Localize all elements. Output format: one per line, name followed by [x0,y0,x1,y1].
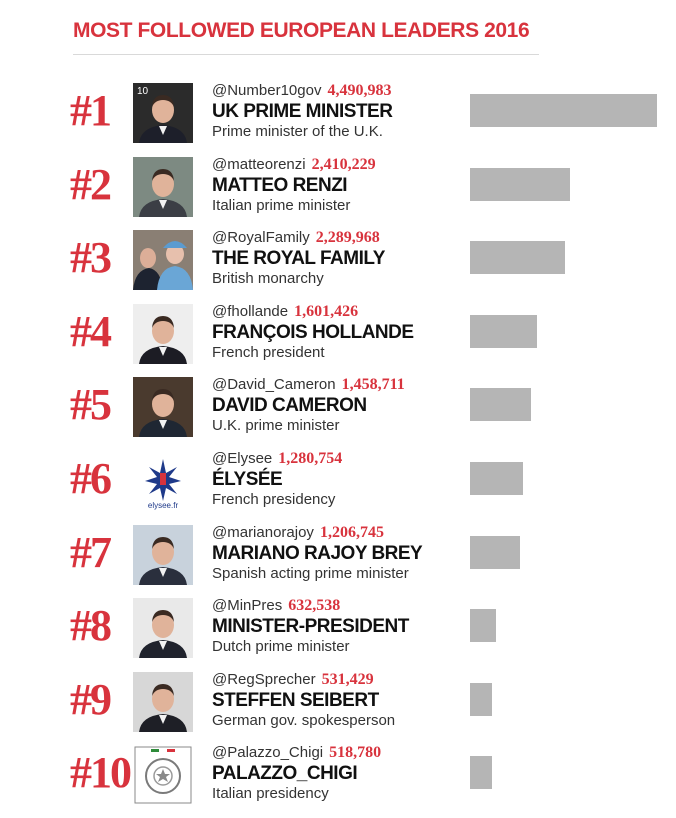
rank-label: #9 [70,674,112,724]
table-row: #5 @David_Cameron 1,458,711 DAVID CAMERON U.… [0,376,676,450]
leader-description: German gov. spokesperson [212,711,396,729]
leader-name: ÉLYSÉE [212,469,283,490]
leader-description: Dutch prime minister [212,638,350,656]
portrait-photo [133,156,193,217]
title-divider [73,54,539,55]
portrait-photo [133,524,193,585]
follower-count-label: 518,780 [329,744,382,762]
twitter-handle[interactable]: @Elysee [212,450,273,467]
rank-label: #4 [70,306,112,356]
portrait-photo [133,671,193,732]
twitter-handle[interactable]: @fhollande [212,302,289,320]
follower-bar [470,314,537,348]
handle-line: @David_Cameron 1,458,711 [212,376,405,396]
table-row: #1 10 @Number10gov 4,490,983 UK PRIME MINIST… [0,82,676,156]
handle-line: @Elysee 1,280,754 [212,450,342,470]
rank-label: #10 [70,748,132,798]
rank-label: #7 [70,527,112,577]
portrait-photo [133,598,193,659]
twitter-handle[interactable]: @matteorenzi [212,155,306,173]
twitter-handle[interactable]: @RegSprecher [212,670,316,688]
follower-bar [470,756,492,790]
leader-description: Prime minister of the U.K. [212,123,383,140]
handle-line: @fhollande 1,601,426 [212,303,358,323]
royal-family-photo [133,230,193,291]
twitter-handle[interactable]: @marianorajoy [212,523,314,541]
leader-description: French president [212,343,325,361]
follower-count-label: 1,458,711 [341,376,405,394]
table-row: #6 elysee.fr @Elysee 1,280,754 ÉLYSÉE French … [0,450,676,524]
handle-line: @matteorenzi 2,410,229 [212,156,376,176]
rank-label: #6 [70,454,112,503]
elysee-logo-label: elysee.fr [148,501,179,510]
leader-name: PALAZZO_CHIGI [212,763,358,785]
portrait-photo: 10 [133,83,193,143]
handle-line: @marianorajoy 1,206,745 [212,524,384,544]
table-row: #8 @MinPres 632,538 MINISTER-PRESIDENT Dutch… [0,597,676,671]
leader-name: THE ROYAL FAMILY [212,248,385,270]
follower-bar [470,241,565,275]
table-row: #3 @RoyalFamily 2,289,968 THE ROYAL FAMILY B… [0,229,676,303]
leader-description: Italian prime minister [212,196,351,214]
follower-bar [470,682,492,716]
follower-bar [470,609,496,643]
leader-description: French presidency [212,491,336,508]
leader-description: British monarchy [212,270,324,288]
table-row: #2 @matteorenzi 2,410,229 MATTEO RENZI Itali… [0,156,676,230]
follower-bar [470,167,570,201]
table-row: #10 @Palazzo_Chigi 518,780 PALAZZO_CHIGI Ita… [0,744,676,818]
leader-description: Spanish acting prime minister [212,564,409,582]
rank-label: #1 [70,86,112,135]
leader-name: FRANÇOIS HOLLANDE [212,321,414,343]
handle-line: @Palazzo_Chigi 518,780 [212,744,381,764]
rank-label: #2 [70,159,112,209]
handle-line: @MinPres 632,538 [212,597,340,617]
elysee-logo: elysee.fr [133,451,193,511]
handle-line: @RoyalFamily 2,289,968 [212,229,380,249]
follower-count-label: 2,289,968 [315,229,380,247]
follower-bar [470,94,657,127]
handle-line: @Number10gov 4,490,983 [212,82,391,102]
table-row: #4 @fhollande 1,601,426 FRANÇOIS HOLLANDE Fr… [0,303,676,377]
chart-title: MOST FOLLOWED EUROPEAN LEADERS 2016 [73,19,530,42]
leader-name: MATTEO RENZI [212,174,348,196]
twitter-handle[interactable]: @Palazzo_Chigi [212,744,324,762]
twitter-handle[interactable]: @David_Cameron [212,376,336,394]
number10-door-label: 10 [137,86,149,97]
twitter-handle[interactable]: @RoyalFamily [212,229,310,247]
follower-count-label: 632,538 [288,597,341,615]
portrait-photo [133,303,193,364]
leader-name: DAVID CAMERON [212,395,367,417]
table-row: #7 @marianorajoy 1,206,745 MARIANO RAJOY BR… [0,524,676,598]
leader-name: STEFFEN SEIBERT [212,689,379,711]
handle-line: @RegSprecher 531,429 [212,671,374,691]
twitter-handle[interactable]: @Number10gov [212,82,322,99]
leader-name: MARIANO RAJOY BREY [212,542,423,564]
follower-count-label: 1,280,754 [278,450,343,467]
table-row: #9 @RegSprecher 531,429 STEFFEN SEIBERT Germ… [0,671,676,745]
follower-count-label: 531,429 [321,670,374,688]
follower-count-label: 1,601,426 [294,302,359,320]
follower-bar [470,388,531,422]
twitter-handle[interactable]: @MinPres [212,597,283,615]
leader-description: Italian presidency [212,785,329,803]
leader-name: MINISTER-PRESIDENT [212,616,409,638]
leader-description: U.K. prime minister [212,417,340,435]
follower-bar [470,462,523,495]
rank-label: #3 [70,233,112,283]
follower-count-label: 1,206,745 [319,523,384,541]
portrait-photo [133,377,193,438]
rank-label: #5 [70,380,112,430]
follower-bar [470,535,520,569]
palazzo-chigi-seal [133,745,193,806]
follower-count-label: 4,490,983 [327,82,392,99]
leader-name: UK PRIME MINISTER [212,101,393,122]
follower-count-label: 2,410,229 [311,155,376,173]
rank-label: #8 [70,601,112,651]
